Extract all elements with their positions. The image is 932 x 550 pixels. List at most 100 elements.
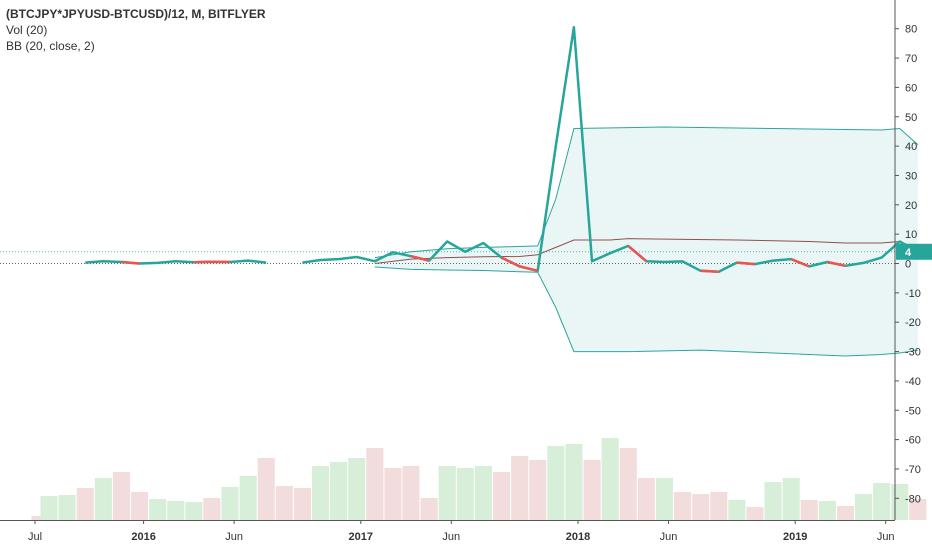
volume-bar — [710, 492, 728, 520]
volume-bar — [655, 478, 673, 520]
price-line-down — [193, 260, 231, 264]
volume-bar — [800, 500, 818, 520]
volume-bar — [348, 458, 366, 520]
volume-bar — [511, 456, 529, 520]
volume-bar — [728, 500, 746, 520]
volume-bar — [330, 462, 348, 520]
chart-legend: (BTCJPY*JPYUSD-BTCUSD)/12, M, BITFLYER V… — [6, 6, 266, 54]
bollinger-lower-line — [374, 266, 918, 357]
volume-bar — [384, 468, 402, 520]
price-axis-label: 0 — [905, 259, 911, 271]
volume-bar — [438, 466, 456, 520]
price-axis-label: -80 — [905, 493, 921, 505]
time-axis-label: Jun — [225, 531, 243, 543]
price-axis-label: -70 — [905, 464, 921, 476]
price-line-down — [827, 260, 846, 268]
volume-bar — [149, 499, 167, 520]
legend-volume-indicator[interactable]: Vol (20) — [6, 23, 48, 37]
price-axis-label: -40 — [905, 376, 921, 388]
time-axis-label: Jun — [877, 531, 895, 543]
time-axis-label: Jul — [28, 531, 42, 543]
time-axis-label: 2016 — [131, 531, 155, 543]
volume-bar — [420, 498, 438, 520]
price-axis-label: 70 — [905, 53, 917, 65]
volume-bars — [31, 438, 927, 520]
volume-bar — [167, 501, 185, 520]
time-axis-label: 2019 — [783, 531, 807, 543]
price-axis-label: -10 — [905, 288, 921, 300]
price-axis-label: -20 — [905, 317, 921, 329]
time-axis-label: 2017 — [349, 531, 373, 543]
price-axis-label: 40 — [905, 141, 917, 153]
price-axis-label: 20 — [905, 200, 917, 212]
price-axis: 80 70 60 50 40 30 20 10 0 -10 -20 -30 -40 -50 -60 -70 -8… — [895, 24, 921, 505]
volume-bar — [601, 438, 619, 520]
time-axis-label: Jun — [442, 531, 460, 543]
volume-bar — [746, 507, 764, 520]
price-axis-label: 60 — [905, 82, 917, 94]
price-axis-label: -50 — [905, 405, 921, 417]
price-axis-label: 10 — [905, 229, 917, 241]
price-line-down — [736, 261, 756, 266]
time-axis-label: Jun — [660, 531, 678, 543]
last-price-value: 4 — [905, 247, 912, 259]
price-axis-label: 50 — [905, 112, 917, 124]
time-axis-label: 2018 — [566, 531, 590, 543]
volume-bar — [239, 476, 257, 520]
volume-bar — [58, 495, 76, 520]
volume-bar — [76, 488, 94, 520]
price-line-down — [500, 256, 538, 273]
volume-bar — [836, 506, 854, 520]
price-axis-label: -60 — [905, 435, 921, 447]
volume-bar — [203, 498, 221, 520]
volume-bar — [909, 499, 927, 520]
last-price-badge — [896, 243, 932, 260]
legend-symbol-title[interactable]: (BTCJPY*JPYUSD-BTCUSD)/12, M, BITFLYER — [6, 7, 266, 21]
volume-bar — [674, 492, 692, 520]
bollinger-band-fill — [374, 127, 918, 356]
volume-bar — [40, 496, 58, 520]
bollinger-basis-line — [374, 238, 918, 264]
time-axis: Jul2016Jun2017Jun2018Jun2019Jun2020 — [28, 520, 895, 543]
legend-bollinger-indicator[interactable]: BB (20, close, 2) — [6, 39, 95, 53]
volume-bar — [456, 468, 474, 520]
volume-bar — [130, 492, 148, 520]
volume-bar — [221, 487, 239, 520]
volume-bar — [547, 446, 565, 520]
volume-bar — [366, 448, 384, 520]
volume-bar — [112, 472, 130, 520]
volume-bar — [257, 458, 275, 520]
volume-bar — [311, 466, 329, 520]
volume-bar — [692, 494, 710, 520]
price-line-down — [790, 257, 810, 268]
volume-bar — [818, 501, 836, 520]
volume-bar — [619, 448, 637, 520]
volume-bar — [565, 444, 583, 520]
volume-bar — [293, 488, 311, 520]
volume-bar — [855, 494, 873, 520]
price-line — [302, 25, 919, 273]
price-line-down — [700, 269, 719, 273]
volume-bar — [782, 478, 800, 520]
volume-bar — [583, 460, 601, 520]
price-line-down — [627, 244, 648, 263]
price-axis-label: 80 — [905, 24, 917, 36]
volume-bar — [474, 466, 492, 520]
price-axis-label: 30 — [905, 170, 917, 182]
volume-bar — [402, 466, 420, 520]
volume-bar — [873, 483, 891, 520]
volume-bar — [637, 478, 655, 520]
volume-bar — [31, 516, 49, 520]
volume-bar — [275, 486, 293, 520]
volume-bar — [94, 478, 112, 520]
price-axis-label: -30 — [905, 347, 921, 359]
price-line-down — [410, 254, 430, 262]
volume-bar — [764, 482, 782, 520]
volume-bar — [529, 460, 547, 520]
price-line-down — [121, 260, 140, 265]
volume-bar — [185, 502, 203, 520]
volume-bar — [493, 472, 511, 520]
bollinger-upper-line — [374, 126, 919, 259]
